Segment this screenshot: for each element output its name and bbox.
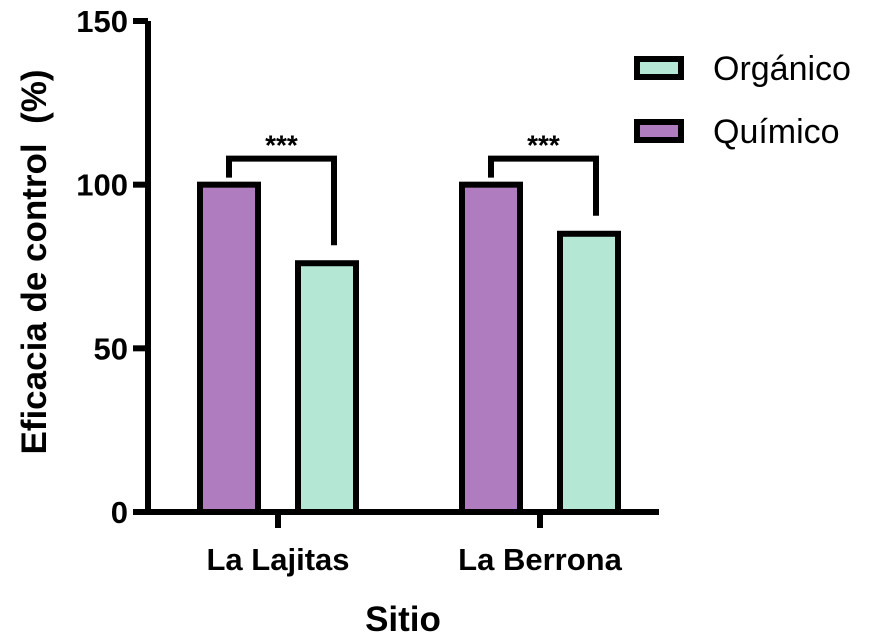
legend: Orgánico Químico [634,50,851,151]
ticks-layer: 0 50 100 150 La Lajitas La Berrona [76,4,622,577]
bar-Orgánico-La Lajitas [295,260,359,515]
bar-Químico-La Lajitas [197,181,261,516]
significance-bracket [488,155,599,216]
x-axis-title: Sitio [365,600,441,637]
legend-label-Químico: Químico [713,113,840,151]
annotations-layer: *** *** [226,130,599,246]
legend-label-Orgánico: Orgánico [713,50,851,88]
y-tick-label: 100 [76,168,128,203]
significance-label: *** [527,130,560,161]
bar-Químico-La Berrona [459,181,523,516]
significance-label: *** [265,130,298,161]
y-tick-label: 50 [94,331,128,366]
y-axis-title: Eficacia de control (%) [15,69,54,454]
axes-layer [145,21,659,515]
legend-swatch-Orgánico [634,56,684,80]
y-tick-label: 150 [76,4,128,39]
bar-Orgánico-La Berrona [557,230,621,515]
y-tick-label: 0 [111,495,128,530]
x-tick-label: La Berrona [458,542,622,577]
significance-bracket [226,155,337,246]
bars-layer [197,181,621,516]
legend-swatch-Químico [634,119,684,143]
x-tick-label: La Lajitas [207,542,350,577]
